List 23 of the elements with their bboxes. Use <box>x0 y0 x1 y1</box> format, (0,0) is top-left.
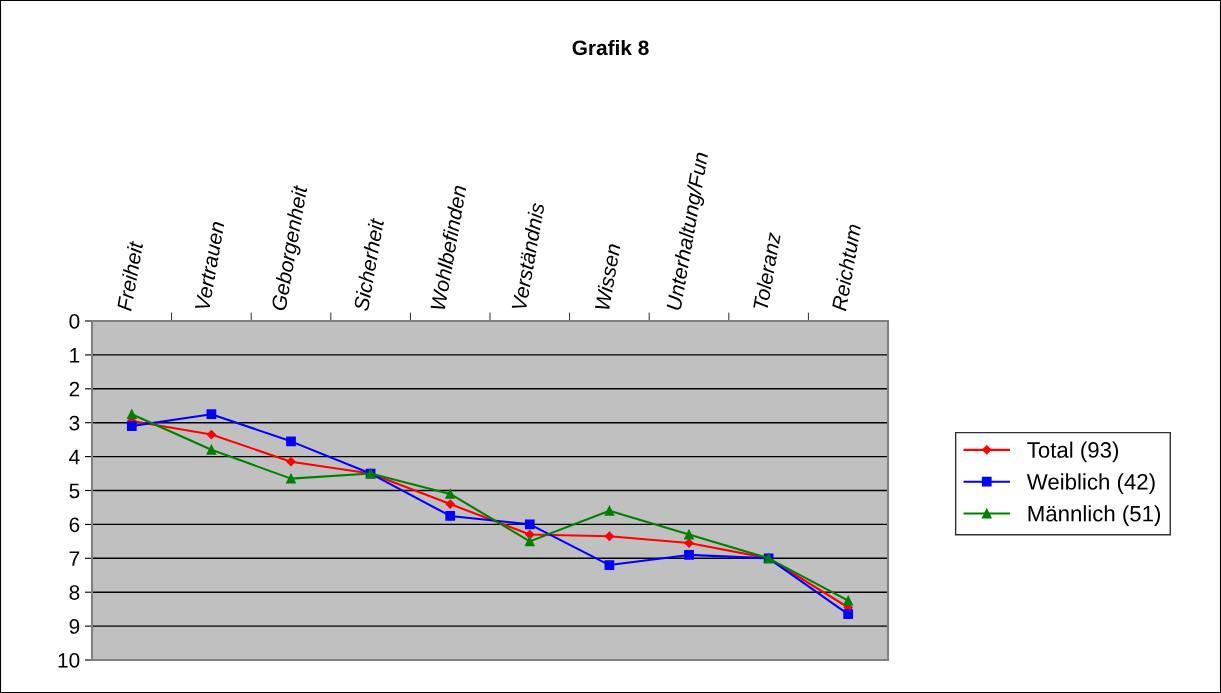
y-tick-label: 7 <box>69 551 80 566</box>
x-tick-label: Toleranz <box>752 231 781 311</box>
x-tick-label: Vertrauen <box>195 221 225 311</box>
legend-label: Männlich (51) <box>1028 505 1161 526</box>
x-tick-label: Geborgenheit <box>270 184 312 312</box>
y-tick-label: 3 <box>69 415 80 431</box>
x-tick-label: Freiheit <box>116 240 144 312</box>
y-tick-label: 10 <box>58 653 80 668</box>
y-tick-label: 2 <box>69 381 80 397</box>
y-tick-label: 8 <box>69 585 80 600</box>
y-tick-label: 6 <box>69 517 80 533</box>
legend-label: Total (93) <box>1027 441 1119 463</box>
y-tick-label: 9 <box>69 619 80 634</box>
x-tick-label: Sicherheit <box>353 217 385 312</box>
y-tick-label: 4 <box>69 449 80 465</box>
y-tick-label: 5 <box>69 483 80 499</box>
y-tick-label: 0 <box>69 314 80 329</box>
chart-title: Grafik 8 <box>572 39 649 56</box>
y-tick-label: 1 <box>70 348 80 363</box>
legend-label: Weiblich (42) <box>1026 473 1155 495</box>
x-tick-label: Wissen <box>594 243 621 311</box>
x-tick-label: Reichtum <box>831 223 862 312</box>
x-tick-label: Verständnis <box>511 202 545 311</box>
